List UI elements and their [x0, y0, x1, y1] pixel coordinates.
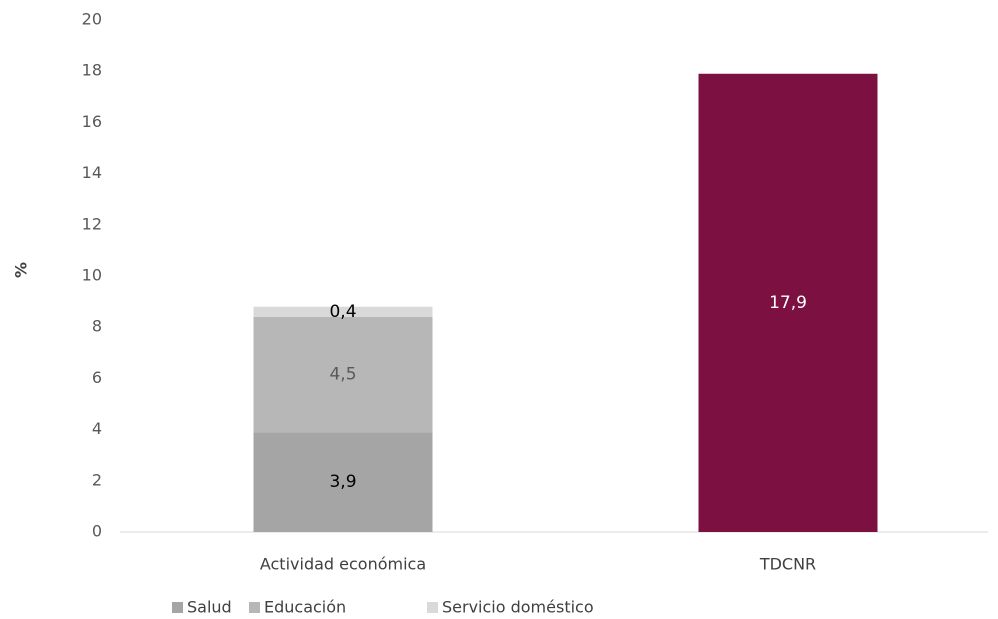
- x-axis-categories: Actividad económica TDCNR: [260, 555, 816, 574]
- data-labels: 3,9 4,5 0,4 17,9: [329, 293, 806, 492]
- legend-swatch: [427, 602, 438, 613]
- y-tick-label: 2: [92, 470, 102, 489]
- x-category-label: TDCNR: [759, 555, 816, 574]
- x-category-label: Actividad económica: [260, 555, 426, 574]
- y-tick-label: 4: [92, 419, 102, 438]
- y-tick-label: 6: [92, 368, 102, 387]
- data-label: 17,9: [769, 293, 807, 313]
- bar-segment: [253, 432, 433, 532]
- y-tick-label: 0: [92, 522, 102, 541]
- y-tick-label: 10: [82, 266, 102, 285]
- bars: [253, 73, 878, 532]
- legend-label: Educación: [264, 598, 346, 617]
- bar-segment: [253, 306, 433, 317]
- y-axis-ticks: 0 2 4 6 8 10 12 14 16 18 20: [82, 10, 102, 541]
- y-tick-label: 20: [82, 10, 102, 29]
- bar-segment: [698, 73, 878, 532]
- legend-label: Servicio doméstico: [442, 598, 594, 617]
- bar-segment: [253, 316, 433, 433]
- legend-swatch: [172, 602, 183, 613]
- data-label: 3,9: [329, 472, 356, 492]
- data-label: 0,4: [329, 302, 356, 322]
- data-label: 4,5: [329, 365, 356, 385]
- legend: Salud Educación Servicio doméstico: [172, 598, 594, 617]
- y-tick-label: 12: [82, 214, 102, 233]
- legend-label: Salud: [187, 598, 232, 617]
- y-tick-label: 18: [82, 61, 102, 80]
- legend-swatch: [249, 602, 260, 613]
- y-tick-label: 14: [82, 163, 102, 182]
- y-axis-label: %: [12, 262, 31, 278]
- y-tick-label: 8: [92, 317, 102, 336]
- y-tick-label: 16: [82, 112, 102, 131]
